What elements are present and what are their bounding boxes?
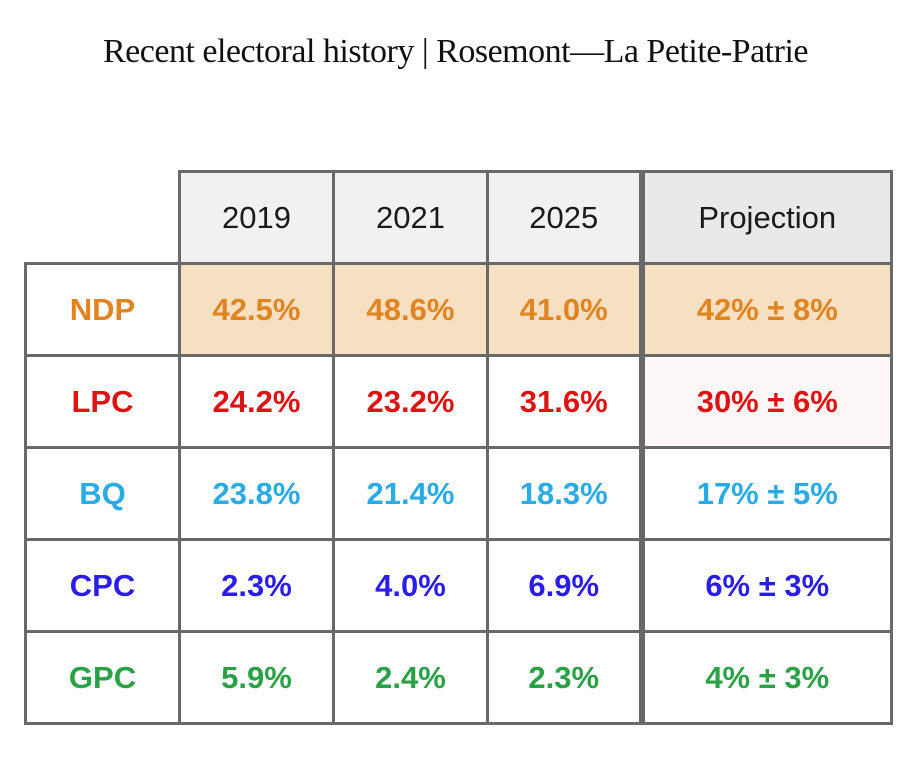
cell-cpc-2025: 6.9% xyxy=(486,538,643,633)
row-lpc: LPC 24.2% 23.2% 31.6% 30% ± 6% xyxy=(24,354,893,449)
row-cpc: CPC 2.3% 4.0% 6.9% 6% ± 3% xyxy=(24,538,893,633)
corner-cell xyxy=(26,172,180,264)
cell-bq-2019: 23.8% xyxy=(178,446,335,541)
cell-ndp-2025: 41.0% xyxy=(486,262,643,357)
cell-gpc-2019: 5.9% xyxy=(178,630,335,725)
column-header-2021: 2021 xyxy=(332,170,489,265)
electoral-history-table: 2019 2021 2025 Projection NDP 42.5% 48.6… xyxy=(24,170,893,725)
cell-lpc-2019: 24.2% xyxy=(178,354,335,449)
cell-gpc-projection: 4% ± 3% xyxy=(638,630,893,725)
cell-lpc-2021: 23.2% xyxy=(332,354,489,449)
party-label-gpc: GPC xyxy=(24,630,181,725)
row-bq: BQ 23.8% 21.4% 18.3% 17% ± 5% xyxy=(24,446,893,541)
party-label-cpc: CPC xyxy=(24,538,181,633)
cell-gpc-2021: 2.4% xyxy=(332,630,489,725)
column-header-projection: Projection xyxy=(638,170,893,265)
cell-bq-2025: 18.3% xyxy=(486,446,643,541)
column-header-2025: 2025 xyxy=(486,170,643,265)
cell-cpc-2021: 4.0% xyxy=(332,538,489,633)
header-row: 2019 2021 2025 Projection xyxy=(26,170,893,265)
cell-gpc-2025: 2.3% xyxy=(486,630,643,725)
row-gpc: GPC 5.9% 2.4% 2.3% 4% ± 3% xyxy=(24,630,893,725)
party-label-lpc: LPC xyxy=(24,354,181,449)
party-label-ndp: NDP xyxy=(24,262,181,357)
cell-ndp-projection: 42% ± 8% xyxy=(638,262,893,357)
cell-lpc-2025: 31.6% xyxy=(486,354,643,449)
row-ndp: NDP 42.5% 48.6% 41.0% 42% ± 8% xyxy=(24,262,893,357)
party-label-bq: BQ xyxy=(24,446,181,541)
page-title: Recent electoral history | Rosemont—La P… xyxy=(103,33,808,70)
cell-ndp-2021: 48.6% xyxy=(332,262,489,357)
cell-cpc-projection: 6% ± 3% xyxy=(638,538,893,633)
cell-bq-projection: 17% ± 5% xyxy=(638,446,893,541)
column-header-2019: 2019 xyxy=(178,170,335,265)
cell-ndp-2019: 42.5% xyxy=(178,262,335,357)
cell-bq-2021: 21.4% xyxy=(332,446,489,541)
cell-lpc-projection: 30% ± 6% xyxy=(638,354,893,449)
cell-cpc-2019: 2.3% xyxy=(178,538,335,633)
